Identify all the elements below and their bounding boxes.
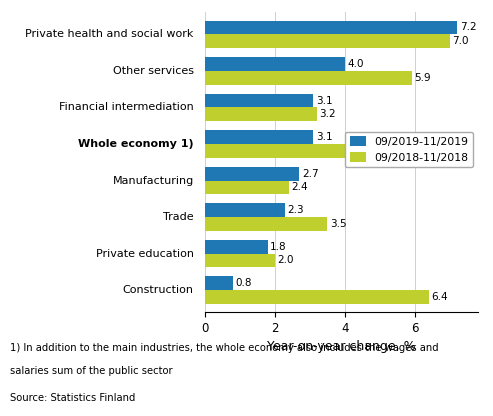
Bar xyxy=(205,130,314,144)
Text: 4.4: 4.4 xyxy=(361,146,378,156)
Text: 3.5: 3.5 xyxy=(330,219,347,229)
Text: 7.0: 7.0 xyxy=(453,36,469,46)
Bar xyxy=(205,290,429,304)
Bar xyxy=(205,71,412,85)
Text: Manufacturing: Manufacturing xyxy=(112,176,194,186)
Text: 3.1: 3.1 xyxy=(316,132,332,142)
Bar xyxy=(205,240,268,254)
Text: Private health and social work: Private health and social work xyxy=(25,30,194,40)
Bar xyxy=(205,144,359,158)
Text: 5.9: 5.9 xyxy=(414,73,431,83)
Text: 4.0: 4.0 xyxy=(348,59,364,69)
Text: 0.8: 0.8 xyxy=(235,278,251,288)
Text: 2.0: 2.0 xyxy=(277,255,294,265)
Bar xyxy=(205,167,299,181)
Text: 6.4: 6.4 xyxy=(431,292,448,302)
Bar xyxy=(205,94,314,107)
Bar xyxy=(205,107,317,121)
Bar xyxy=(205,217,327,231)
Text: Source: Statistics Finland: Source: Statistics Finland xyxy=(10,393,135,403)
Legend: 09/2019-11/2019, 09/2018-11/2018: 09/2019-11/2019, 09/2018-11/2018 xyxy=(345,132,473,167)
Bar xyxy=(205,254,275,267)
Text: 1) In addition to the main industries, the whole economy also includes the wages: 1) In addition to the main industries, t… xyxy=(10,343,438,353)
Text: 3.1: 3.1 xyxy=(316,96,332,106)
Text: 7.2: 7.2 xyxy=(459,22,476,32)
Text: Construction: Construction xyxy=(123,285,194,295)
Text: Other services: Other services xyxy=(112,66,194,76)
Bar xyxy=(205,57,345,71)
Text: salaries sum of the public sector: salaries sum of the public sector xyxy=(10,366,173,376)
Text: Trade: Trade xyxy=(163,212,194,222)
X-axis label: Year-on-year change, %: Year-on-year change, % xyxy=(267,340,416,353)
Text: 2.7: 2.7 xyxy=(302,168,318,178)
Text: 2.4: 2.4 xyxy=(291,183,308,193)
Text: 1.8: 1.8 xyxy=(270,242,287,252)
Text: Whole economy 1): Whole economy 1) xyxy=(78,139,194,149)
Text: 3.2: 3.2 xyxy=(319,109,336,119)
Bar xyxy=(205,203,285,217)
Bar xyxy=(205,181,289,194)
Text: Private education: Private education xyxy=(96,248,194,259)
Bar xyxy=(205,35,450,48)
Text: Financial intermediation: Financial intermediation xyxy=(59,102,194,112)
Bar xyxy=(205,20,457,35)
Bar xyxy=(205,276,233,290)
Text: 2.3: 2.3 xyxy=(288,205,304,215)
